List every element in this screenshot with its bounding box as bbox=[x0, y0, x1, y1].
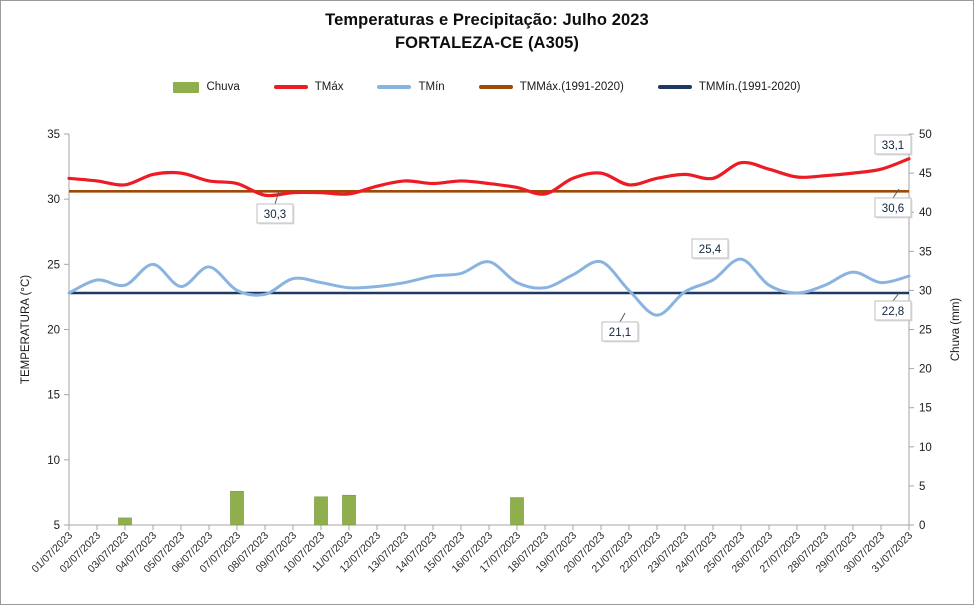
callout-box bbox=[256, 203, 294, 224]
callout-leader-line bbox=[892, 188, 900, 199]
y-right-tick-label: 50 bbox=[919, 129, 932, 141]
callout-value: 33,1 bbox=[882, 140, 904, 152]
chart-title: Temperaturas e Precipitação: Julho 2023 … bbox=[1, 9, 973, 55]
y-right-tick-label: 35 bbox=[919, 246, 932, 258]
y-right-tick-label: 25 bbox=[919, 325, 932, 337]
callout-value: 30,3 bbox=[264, 209, 286, 221]
y-right-tick-label: 15 bbox=[919, 403, 932, 415]
tmin-peak-callout: 25,4 bbox=[691, 238, 730, 260]
callout-box bbox=[874, 134, 912, 155]
legend-label: TMín bbox=[418, 81, 445, 93]
y-left-tick-label: 30 bbox=[47, 194, 60, 206]
y-axis-right-title: Chuva (mm) bbox=[950, 298, 962, 361]
legend-label: TMMáx.(1991-2020) bbox=[519, 81, 624, 93]
y-right-tick-label: 10 bbox=[919, 442, 932, 454]
callout-value: 25,4 bbox=[699, 244, 722, 256]
y-right-tick-label: 45 bbox=[919, 168, 932, 180]
callout-value: 30,6 bbox=[882, 203, 904, 215]
callout-leader-line bbox=[274, 190, 280, 205]
series-line-tmin bbox=[67, 257, 911, 317]
tmin-low-callout: 21,1 bbox=[601, 312, 640, 343]
y-right-tick-label: 5 bbox=[919, 481, 925, 493]
y-right-tick-label: 20 bbox=[919, 364, 932, 376]
bar-chuva bbox=[230, 491, 244, 526]
y-axis-left-title: TEMPERATURA (°C) bbox=[20, 275, 32, 384]
callout-box bbox=[691, 238, 729, 259]
y-left-tick-label: 35 bbox=[47, 129, 60, 141]
y-right-tick-label: 30 bbox=[919, 285, 932, 297]
legend-item-tm-n[interactable]: TMín bbox=[377, 81, 445, 93]
legend-swatch-line bbox=[377, 85, 412, 89]
bar-chuva bbox=[510, 497, 524, 526]
legend-label: TMáx bbox=[314, 81, 344, 93]
tmax-min-callout: 30,3 bbox=[256, 190, 295, 225]
y-left-tick-label: 20 bbox=[47, 325, 60, 337]
legend-swatch-line bbox=[478, 85, 513, 89]
callout-value: 21,1 bbox=[609, 327, 631, 339]
legend-swatch-line bbox=[273, 85, 308, 89]
callout-value: 22,8 bbox=[882, 306, 904, 318]
legend-item-tmm-x-1991-2020[interactable]: TMMáx.(1991-2020) bbox=[478, 81, 624, 93]
y-left-tick-label: 15 bbox=[47, 390, 60, 402]
bar-chuva bbox=[342, 494, 356, 526]
y-left-tick-label: 5 bbox=[54, 520, 60, 532]
callout-box bbox=[601, 321, 639, 342]
bar-chuva bbox=[118, 517, 132, 526]
y-right-tick-label: 0 bbox=[919, 520, 925, 532]
bar-chuva bbox=[314, 496, 328, 526]
legend-item-chuva[interactable]: Chuva bbox=[173, 81, 240, 93]
tmmax-callout: 30,6 bbox=[874, 188, 913, 219]
callout-leader-line bbox=[892, 292, 900, 302]
legend-swatch-line bbox=[657, 85, 692, 89]
legend-item-tmm-n-1991-2020[interactable]: TMMín.(1991-2020) bbox=[657, 81, 801, 93]
legend-swatch-bar bbox=[173, 81, 200, 93]
tmmin-callout: 22,8 bbox=[874, 292, 913, 322]
title-line-2: FORTALEZA-CE (A305) bbox=[394, 34, 579, 52]
legend-label: Chuva bbox=[206, 81, 240, 93]
y-left-tick-label: 25 bbox=[47, 259, 60, 271]
series-line-tmax bbox=[67, 157, 911, 198]
chart-legend: Chuva TMáx TMín TMMáx.(1991-2020) TMMín.(199… bbox=[1, 81, 973, 93]
legend-item-tm-x[interactable]: TMáx bbox=[273, 81, 344, 93]
y-left-tick-label: 10 bbox=[47, 455, 60, 467]
legend-label: TMMín.(1991-2020) bbox=[698, 81, 801, 93]
y-right-tick-label: 40 bbox=[919, 207, 932, 219]
callout-box bbox=[874, 300, 912, 321]
callout-leader-line bbox=[619, 312, 626, 323]
tmax-last-callout: 33,1 bbox=[874, 134, 913, 156]
callout-box bbox=[874, 197, 912, 218]
title-line-1: Temperaturas e Precipitação: Julho 2023 bbox=[325, 11, 649, 29]
